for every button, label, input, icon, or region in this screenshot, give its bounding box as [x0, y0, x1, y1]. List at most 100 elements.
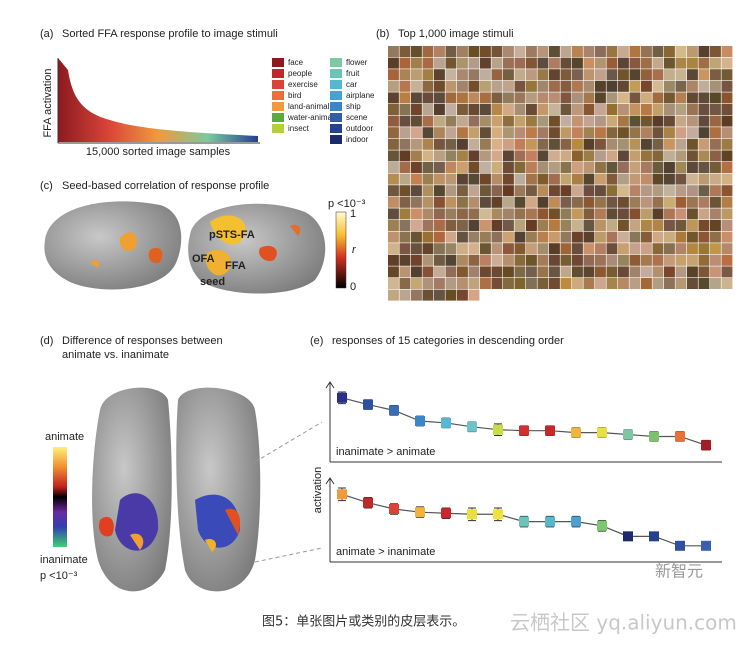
- thumbnail: [399, 80, 411, 92]
- thumbnail: [445, 220, 457, 231]
- panel-label: (b): [376, 28, 389, 40]
- thumbnail: [560, 69, 572, 81]
- thumbnail: [491, 243, 503, 255]
- thumbnail: [641, 185, 652, 197]
- category-marker: [701, 440, 711, 451]
- category-marker: [519, 425, 529, 436]
- thumbnail: [698, 162, 710, 173]
- thumbnail: [468, 208, 480, 220]
- thumbnail: [468, 162, 480, 173]
- thumbnail: [480, 220, 491, 231]
- thumbnail: [641, 243, 652, 255]
- category-marker: [441, 508, 451, 519]
- thumbnail: [480, 69, 491, 81]
- thumbnail: [399, 173, 411, 185]
- thumbnail: [434, 150, 445, 162]
- thumbnail: [687, 69, 698, 81]
- thumbnail: [675, 243, 687, 255]
- thumbnail: [629, 57, 641, 69]
- category-marker: [337, 489, 347, 500]
- thumbnail: [721, 69, 733, 81]
- thumbnail: [641, 254, 652, 266]
- thumbnail: [595, 46, 606, 57]
- thumbnail: [411, 289, 422, 301]
- thumbnail: [434, 231, 445, 243]
- thumbnail: [664, 80, 675, 92]
- thumbnail: [468, 254, 480, 266]
- thumbnail: [468, 127, 480, 139]
- thumbnail: [583, 104, 595, 115]
- thumbnail: [560, 243, 572, 255]
- thumbnail: [595, 243, 606, 255]
- thumbnail: [468, 243, 480, 255]
- thumbnail: [710, 185, 721, 197]
- thumbnail: [480, 162, 491, 173]
- category-marker: [649, 531, 659, 542]
- thumbnail: [388, 289, 399, 301]
- y-axis-label: FFA activation: [42, 68, 54, 137]
- colorbar-label: 1: [350, 208, 356, 220]
- thumbnail: [526, 138, 537, 150]
- thumbnail: [560, 92, 572, 104]
- thumbnail: [480, 150, 491, 162]
- thumbnail: [491, 138, 503, 150]
- thumbnail: [422, 289, 434, 301]
- thumbnail: [675, 185, 687, 197]
- thumbnail: [457, 92, 468, 104]
- thumbnail: [595, 127, 606, 139]
- thumbnail: [721, 162, 733, 173]
- thumbnail: [422, 138, 434, 150]
- thumbnail: [503, 254, 514, 266]
- thumbnail: [710, 266, 721, 278]
- thumbnail: [411, 208, 422, 220]
- thumbnail: [721, 127, 733, 139]
- thumbnail: [434, 254, 445, 266]
- thumbnail: [652, 220, 664, 231]
- thumbnail: [434, 115, 445, 127]
- thumbnail: [606, 138, 618, 150]
- thumbnail: [468, 185, 480, 197]
- thumbnail: [549, 150, 560, 162]
- thumbnail: [457, 46, 468, 57]
- thumbnail: [583, 254, 595, 266]
- thumbnail: [687, 46, 698, 57]
- thumbnail: [675, 278, 687, 289]
- thumbnail: [514, 46, 526, 57]
- legend-label: bird: [288, 91, 301, 100]
- thumbnail: [560, 162, 572, 173]
- thumbnail: [468, 138, 480, 150]
- thumbnail: [503, 127, 514, 139]
- thumbnail: [675, 196, 687, 208]
- thumbnail: [399, 231, 411, 243]
- thumbnail: [399, 138, 411, 150]
- thumbnail: [422, 57, 434, 69]
- thumbnail: [572, 46, 583, 57]
- thumbnail: [664, 138, 675, 150]
- thumbnail: [721, 231, 733, 243]
- thumbnail: [434, 80, 445, 92]
- thumbnail: [641, 69, 652, 81]
- thumbnail: [595, 57, 606, 69]
- thumbnail: [687, 173, 698, 185]
- thumbnail: [721, 254, 733, 266]
- thumbnail: [629, 254, 641, 266]
- panel-title: Top 1,000 image stimuli: [398, 28, 514, 40]
- thumbnail: [445, 104, 457, 115]
- thumbnail: [687, 231, 698, 243]
- thumbnail: [560, 208, 572, 220]
- thumbnail: [572, 115, 583, 127]
- thumbnail: [675, 69, 687, 81]
- thumbnail: [606, 196, 618, 208]
- thumbnail: [583, 46, 595, 57]
- thumbnail: [411, 278, 422, 289]
- thumbnail: [503, 104, 514, 115]
- thumbnail: [388, 104, 399, 115]
- legend-label: scene: [346, 113, 368, 122]
- thumbnail: [618, 115, 629, 127]
- thumbnail: [560, 127, 572, 139]
- thumbnail: [480, 80, 491, 92]
- thumbnail: [514, 150, 526, 162]
- thumbnail: [629, 115, 641, 127]
- activation-blobs: [90, 215, 301, 276]
